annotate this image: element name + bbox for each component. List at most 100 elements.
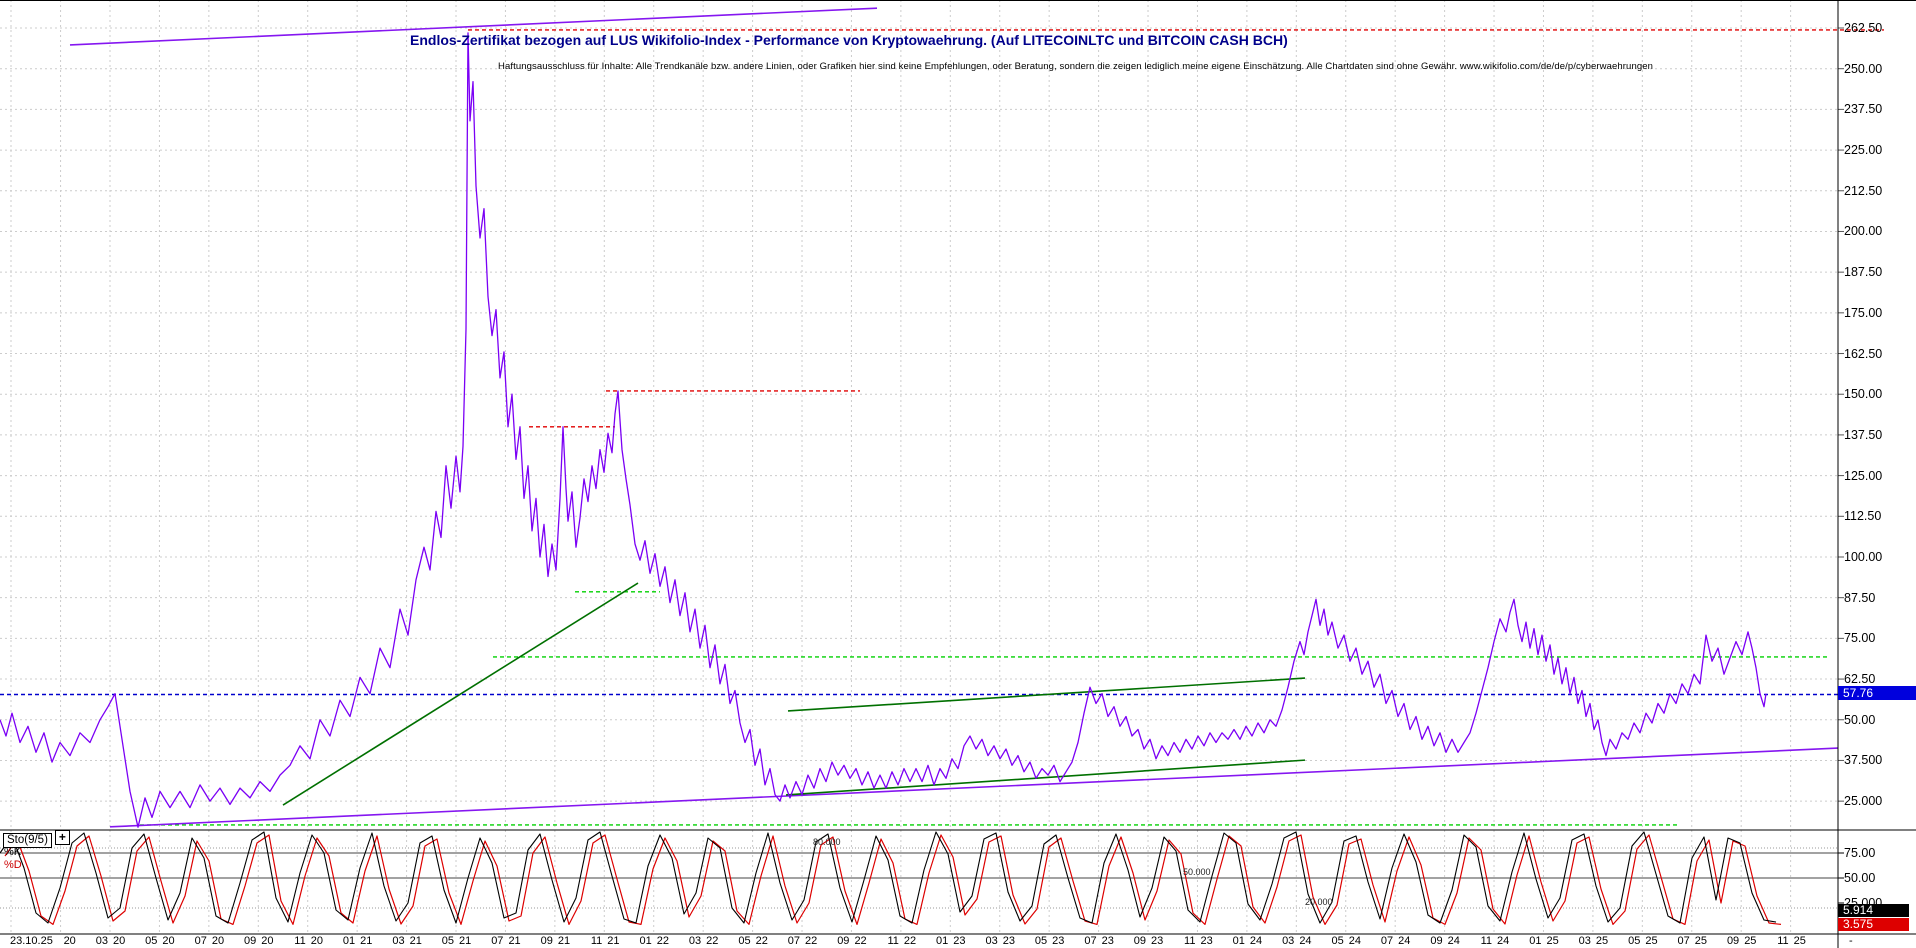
date-start-label: 23.10.25 [10, 935, 53, 947]
price-axis-label: 250.00 [1844, 61, 1883, 76]
price-axis-label: 125.00 [1844, 468, 1883, 483]
price-axis-label: 212.50 [1844, 183, 1883, 198]
date-month-label: 11 [887, 935, 899, 947]
price-axis-label: 262.50 [1844, 21, 1883, 35]
date-year-label: 22 [805, 935, 818, 947]
date-year-label: 20 [211, 935, 225, 947]
date-year-label: 23 [953, 935, 966, 947]
date-year-label: 25 [1546, 935, 1559, 947]
date-year-label: 25 [1744, 935, 1757, 947]
date-year-label: 22 [706, 935, 719, 947]
date-year-label: 23 [1101, 935, 1114, 947]
stochastic-d-label: %D [4, 859, 22, 871]
date-month-label: 09 [244, 935, 257, 947]
date-month-label: 09 [1133, 935, 1147, 947]
chart-disclaimer: Haftungsausschluss für Inhalte: Alle Tre… [498, 61, 1653, 72]
date-month-label: 09 [1726, 935, 1740, 947]
date-year-label: 20 [113, 935, 126, 947]
stochastic-k-value-badge: 5.914 [1838, 904, 1909, 917]
date-month-label: 09 [540, 935, 553, 947]
date-month-label: 11 [590, 935, 603, 947]
stochastic-level-label: 50.000 [1183, 867, 1211, 877]
price-axis-label: 112.50 [1844, 509, 1882, 524]
stochastic-d-line [4, 834, 1782, 926]
date-month-label: 07 [491, 935, 504, 947]
date-month-label: 03 [1282, 935, 1295, 947]
date-year-label: 21 [360, 935, 373, 947]
price-axis-label: 137.50 [1844, 427, 1883, 442]
date-year-label: 21 [409, 935, 422, 947]
price-axis-label: 100.00 [1844, 549, 1883, 564]
date-year-label: 23 [1151, 935, 1164, 947]
last-price-badge: 57.76 [1838, 686, 1916, 700]
date-month-label: 11 [1480, 935, 1493, 947]
date-year-label: 21 [508, 935, 521, 947]
date-year-label: 24 [1497, 935, 1510, 947]
price-axis-label: 175.00 [1844, 305, 1883, 320]
price-axis-label: 237.50 [1844, 102, 1883, 117]
date-month-label: 01 [936, 935, 949, 947]
price-axis-label: 87.50 [1844, 590, 1876, 605]
date-month-label: 07 [194, 935, 207, 947]
annotation-trend-steep [282, 582, 639, 806]
date-month-label: 03 [985, 935, 998, 947]
date-year-label: 23 [1052, 935, 1065, 947]
price-axis-label: 187.50 [1844, 265, 1883, 280]
stochastic-k-line [0, 831, 1777, 924]
date-year-label: 20 [162, 935, 175, 947]
date-month-label: 05 [1331, 935, 1344, 947]
date-month-label: 07 [1380, 935, 1394, 947]
date-year-label: 25 [1793, 935, 1806, 947]
date-year-label: 25 [1595, 935, 1609, 947]
date-year-label: 21 [557, 935, 571, 947]
date-month-label: 07 [1677, 935, 1690, 947]
date-year-label: 22 [656, 935, 669, 947]
date-month-label: 03 [392, 935, 405, 947]
date-year-label: 24 [1348, 935, 1361, 947]
stochastic-axis-label: 50.00 [1844, 871, 1876, 885]
indicator-name-button[interactable]: Sto(9/5) [3, 833, 52, 848]
date-month-label: 05 [1628, 935, 1641, 947]
price-axis-label: 150.00 [1844, 387, 1883, 402]
date-month-label: 03 [1578, 935, 1591, 947]
price-axis-label: 50.00 [1844, 712, 1876, 727]
date-month-label: 03 [95, 935, 108, 947]
price-axis-label: 75.00 [1844, 631, 1876, 646]
add-indicator-icon[interactable]: + [54, 830, 70, 845]
date-year-label: 22 [854, 935, 867, 947]
date-year-label: 21 [459, 935, 472, 947]
date-year-label: 24 [1447, 935, 1460, 947]
annotation-channel-lower [785, 759, 1306, 796]
date-year-label: 24 [1398, 935, 1411, 947]
date-year-label: 25 [1645, 935, 1658, 947]
stochastic-axis-label: 75.00 [1844, 846, 1876, 860]
date-year-label: 22 [903, 935, 917, 947]
date-month-label: 01 [1529, 935, 1542, 947]
price-axis-label: 225.00 [1844, 143, 1883, 158]
date-year-label: 24 [1249, 935, 1263, 947]
price-axis-label: 37.500 [1844, 753, 1883, 768]
indicator-legend: Sto(9/5) + [3, 830, 70, 848]
price-axis-label: 162.50 [1844, 346, 1883, 361]
date-month-label: 01 [342, 935, 356, 947]
date-month-label: 11 [1184, 935, 1196, 947]
date-month-label: 05 [441, 935, 454, 947]
date-month-label: 03 [688, 935, 702, 947]
date-year-label: 20 [310, 935, 323, 947]
date-year-label: 22 [755, 935, 768, 947]
date-month-label: 01 [1232, 935, 1245, 947]
date-end-dash: - [1849, 935, 1853, 947]
date-month-label: 05 [1034, 935, 1048, 947]
date-year-label: 24 [1299, 935, 1312, 947]
price-axis-label: 62.50 [1844, 672, 1876, 687]
date-year-label: 25 [1694, 935, 1707, 947]
date-month-label: 11 [294, 935, 306, 947]
annotation-trend-bottom [109, 747, 1839, 828]
date-month-label: 05 [738, 935, 751, 947]
chart-title: Endlos-Zertifikat bezogen auf LUS Wikifo… [410, 32, 1288, 48]
date-month-label: 05 [145, 935, 158, 947]
stochastic-k-label: %K [4, 846, 22, 858]
date-month-label: 11 [1777, 935, 1789, 947]
